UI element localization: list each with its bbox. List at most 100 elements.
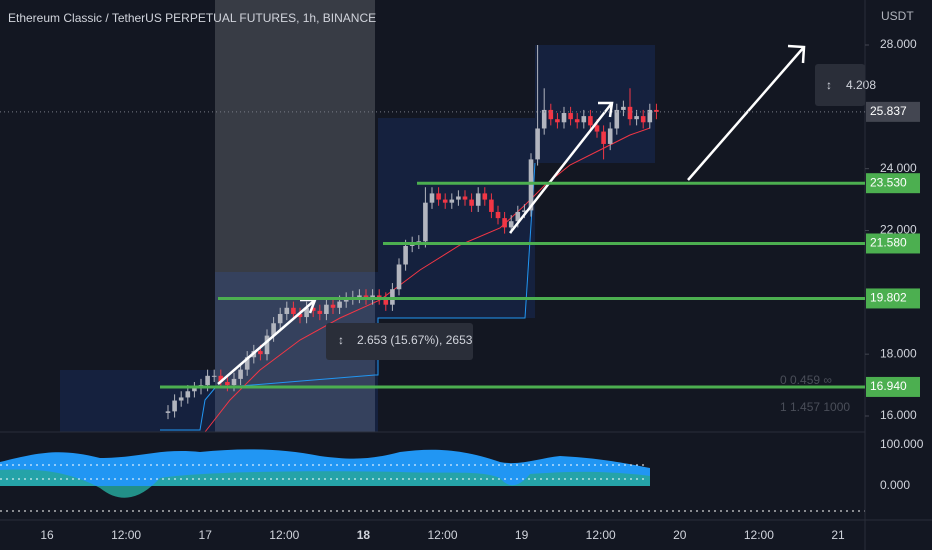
x-tick-label: 12:00 bbox=[269, 528, 299, 542]
level-label: 23.530 bbox=[870, 175, 907, 189]
candle-body bbox=[343, 298, 349, 302]
candle-body bbox=[621, 106, 626, 110]
y-tick-label: 28.000 bbox=[880, 37, 917, 51]
candle-body bbox=[601, 131, 606, 144]
x-tick-label: 12:00 bbox=[427, 528, 457, 542]
candle-body bbox=[317, 310, 323, 314]
candle-body bbox=[218, 375, 224, 382]
level-label: 19.802 bbox=[870, 291, 907, 305]
candle-body bbox=[535, 128, 540, 160]
candle-body bbox=[423, 202, 428, 242]
trend-arrow-head bbox=[787, 44, 806, 64]
candle-body bbox=[640, 116, 646, 123]
candle-body bbox=[244, 357, 250, 370]
candle-body bbox=[429, 193, 435, 203]
candle-body bbox=[436, 193, 441, 200]
y-tick-label: 22.000 bbox=[880, 223, 917, 237]
x-tick-label: 20 bbox=[673, 528, 687, 542]
trend-arrow-head bbox=[300, 298, 317, 314]
ghost-label: 1 1.457 1000 bbox=[780, 400, 850, 414]
candle-body bbox=[654, 109, 659, 112]
candle-body bbox=[231, 378, 237, 386]
candle-body bbox=[304, 307, 309, 318]
candle-body bbox=[396, 264, 402, 290]
x-tick-label: 19 bbox=[515, 528, 529, 542]
x-tick-label: 12:00 bbox=[111, 528, 141, 542]
candle-body bbox=[456, 196, 461, 200]
candle-body bbox=[330, 304, 336, 308]
candle-body bbox=[588, 116, 593, 126]
candle-body bbox=[297, 313, 303, 318]
level-label-box bbox=[866, 233, 920, 254]
candle-body bbox=[403, 245, 408, 265]
candle-body bbox=[647, 109, 653, 123]
level-label-box bbox=[866, 288, 920, 309]
candle-body bbox=[528, 159, 534, 211]
candle-body bbox=[561, 113, 567, 123]
candle-body bbox=[489, 199, 494, 212]
candle-body bbox=[522, 210, 527, 212]
level-label: 16.940 bbox=[870, 379, 907, 393]
indicator-tick-label: 100.000 bbox=[880, 437, 924, 451]
indicator-area bbox=[0, 469, 650, 498]
range-box bbox=[60, 370, 215, 432]
candle-body bbox=[264, 335, 270, 355]
measure-label-box bbox=[815, 64, 865, 106]
candle-body bbox=[495, 211, 501, 219]
candle-body bbox=[291, 307, 296, 314]
trend-arrow bbox=[687, 46, 805, 181]
moving-average bbox=[204, 127, 651, 433]
trend-arrow-head bbox=[598, 101, 614, 118]
candle-body bbox=[185, 391, 191, 398]
x-tick-label: 16 bbox=[40, 528, 54, 542]
candle-body bbox=[192, 388, 197, 392]
x-tick-label: 12:00 bbox=[744, 528, 774, 542]
x-tick-label: 17 bbox=[199, 528, 213, 542]
y-tick-label: 18.000 bbox=[880, 346, 917, 360]
measure-icon: ↕ bbox=[338, 333, 344, 347]
candle-body bbox=[502, 218, 507, 228]
candle-body bbox=[442, 199, 448, 203]
candle-body bbox=[178, 397, 184, 401]
candle-body bbox=[205, 375, 210, 386]
candle-body bbox=[627, 106, 633, 120]
level-label: 21.580 bbox=[870, 236, 907, 250]
candle-body bbox=[482, 193, 488, 200]
x-tick-label: 12:00 bbox=[586, 528, 616, 542]
x-tick-label: 18 bbox=[357, 528, 371, 542]
candle-body bbox=[548, 109, 554, 120]
candle-body bbox=[284, 307, 290, 314]
current-price-box bbox=[866, 101, 920, 122]
candle-body bbox=[383, 298, 389, 305]
candle-body bbox=[172, 400, 177, 412]
measure-icon: ↕ bbox=[826, 78, 832, 92]
candle-body bbox=[271, 323, 276, 336]
range-outline bbox=[160, 162, 536, 431]
ghost-label: 0 0.459 ∞ bbox=[780, 373, 832, 387]
candle-body bbox=[581, 116, 587, 123]
trend-arrow bbox=[509, 102, 613, 234]
range-box bbox=[535, 45, 655, 163]
current-price-label: 25.837 bbox=[870, 104, 907, 118]
candle-body bbox=[515, 211, 521, 222]
chart-title: Ethereum Classic / TetherUS PERPETUAL FU… bbox=[8, 11, 376, 25]
measure-label-box bbox=[326, 323, 473, 360]
candle-body bbox=[594, 125, 600, 132]
candle-body bbox=[449, 199, 455, 203]
candle-body bbox=[541, 109, 547, 129]
candle-body bbox=[607, 128, 613, 144]
y-tick-label: 24.000 bbox=[880, 161, 917, 175]
candle-body bbox=[574, 119, 580, 123]
candle-body bbox=[277, 313, 283, 324]
candle-body bbox=[324, 304, 329, 314]
candle-body bbox=[634, 116, 639, 120]
indicator-tick-label: 0.000 bbox=[880, 478, 910, 492]
candle-body bbox=[258, 351, 263, 355]
level-label-box bbox=[866, 376, 920, 397]
measure-label: 2.653 (15.67%), 2653 bbox=[357, 333, 473, 347]
candle-body bbox=[508, 221, 514, 228]
candle-body bbox=[165, 411, 171, 413]
currency-label: USDT bbox=[881, 9, 914, 23]
candle-body bbox=[469, 199, 474, 206]
